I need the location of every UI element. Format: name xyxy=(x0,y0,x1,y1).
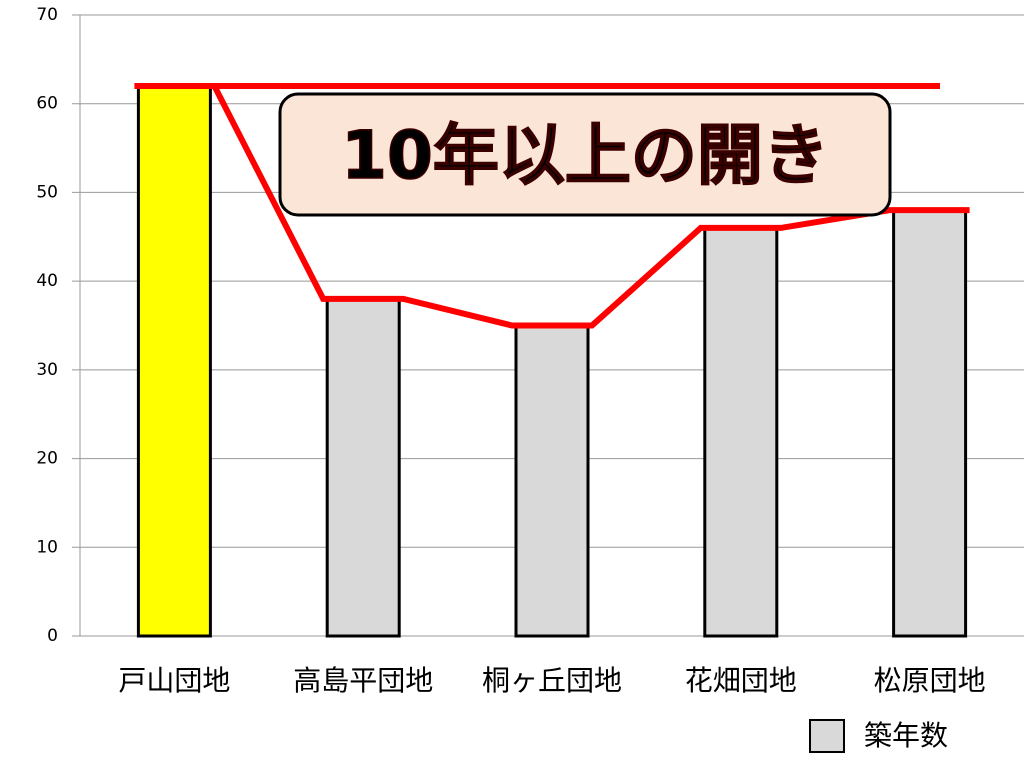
y-tick-label: 10 xyxy=(36,537,58,557)
bar xyxy=(325,297,401,638)
y-tick-label: 30 xyxy=(36,360,58,380)
grid: 0 10 20 30 40 50 60 70 戸山団地 高島平団地 桐ヶ丘団地 花畑団地 松原団地 xyxy=(36,5,1024,697)
legend-label: 築年数 xyxy=(864,719,948,752)
x-tick-label: 戸山団地 xyxy=(118,664,230,697)
trend-outline xyxy=(134,82,970,329)
y-tick-label: 50 xyxy=(36,182,58,202)
annotation: 10年以上の開き xyxy=(341,117,829,194)
y-tick-label: 40 xyxy=(36,271,58,291)
bar xyxy=(703,226,779,638)
x-tick-label: 高島平団地 xyxy=(293,664,433,697)
x-tick-label: 松原団地 xyxy=(874,664,986,697)
bar xyxy=(892,208,968,638)
legend-swatch xyxy=(809,719,845,753)
y-tick-label: 60 xyxy=(36,94,58,114)
x-tick-label: 花畑団地 xyxy=(685,664,797,697)
bar xyxy=(136,84,212,638)
bars xyxy=(136,84,968,638)
y-tick-label: 20 xyxy=(36,449,58,469)
x-tick-label: 桐ヶ丘団地 xyxy=(482,664,622,697)
y-tick-label: 70 xyxy=(36,5,58,25)
bar xyxy=(514,324,590,638)
annotation-box xyxy=(278,92,892,217)
y-tick-label: 0 xyxy=(47,626,58,646)
